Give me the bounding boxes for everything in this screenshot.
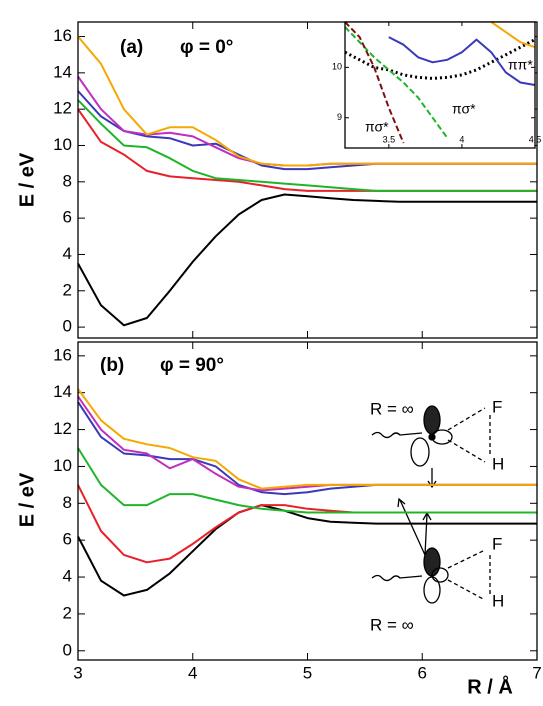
series-line (344, 38, 536, 80)
y-tick-label: 2 (63, 280, 72, 299)
y-axis-label: E / eV (16, 472, 38, 527)
y-tick-label: 10 (53, 135, 72, 154)
x-tick-label: 5 (303, 663, 312, 682)
annotation: (b) (100, 355, 124, 376)
y-tick-label: 10 (53, 456, 72, 475)
y-tick-label: 14 (53, 62, 72, 81)
y-tick-label: 6 (63, 530, 72, 549)
x-axis-label: R / Å (467, 674, 513, 698)
annotation: φ = 0° (180, 37, 233, 58)
annotation: H (492, 454, 504, 473)
x-tick-label: 3 (73, 663, 82, 682)
series-line (77, 401, 537, 496)
molecule-sketch (371, 405, 491, 604)
annotation: H (492, 591, 504, 610)
series-line (77, 99, 537, 192)
plot-frame (344, 21, 536, 149)
annotation: F (492, 397, 502, 416)
series-line (77, 193, 537, 327)
series-line (344, 21, 405, 144)
annotation: R = ∞ (370, 615, 414, 634)
y-tick-label: 10 (332, 62, 342, 72)
annotation: πσ* (452, 101, 476, 117)
x-tick-label: 7 (532, 663, 541, 682)
y-tick-label: 14 (53, 382, 72, 401)
annotation: F (492, 534, 502, 553)
annotation: R = ∞ (370, 399, 414, 418)
x-tick-label: 4 (459, 134, 464, 144)
y-tick-label: 9 (337, 112, 342, 122)
y-tick-label: 0 (63, 640, 72, 659)
y-tick-label: 0 (63, 317, 72, 336)
y-tick-label: 8 (63, 171, 72, 190)
y-tick-label: 6 (63, 208, 72, 227)
series-line (77, 504, 537, 597)
y-tick-label: 8 (63, 493, 72, 512)
x-tick-label: 4 (188, 663, 197, 682)
plot-frame (77, 21, 538, 339)
annotation: (a) (120, 37, 143, 58)
y-tick-label: 4 (63, 244, 72, 263)
annotation: φ = 90° (160, 355, 224, 376)
y-tick-label: 16 (53, 345, 72, 364)
plot-frame (77, 341, 538, 661)
series-line (77, 447, 537, 514)
annotation: ππ* (508, 57, 533, 73)
y-tick-label: 2 (63, 603, 72, 622)
x-tick-label: 3.5 (383, 134, 396, 144)
y-tick-label: 12 (53, 99, 72, 118)
series-line (490, 21, 536, 49)
y-axis-label: E / eV (16, 152, 38, 207)
y-tick-label: 4 (63, 567, 72, 586)
series-line (388, 36, 536, 86)
y-tick-label: 12 (53, 419, 72, 438)
annotation: πσ* (365, 119, 389, 135)
series-line (77, 35, 537, 167)
series-line (77, 388, 537, 490)
x-tick-label: 6 (418, 663, 427, 682)
y-tick-label: 16 (53, 26, 72, 45)
series-line (344, 26, 449, 139)
